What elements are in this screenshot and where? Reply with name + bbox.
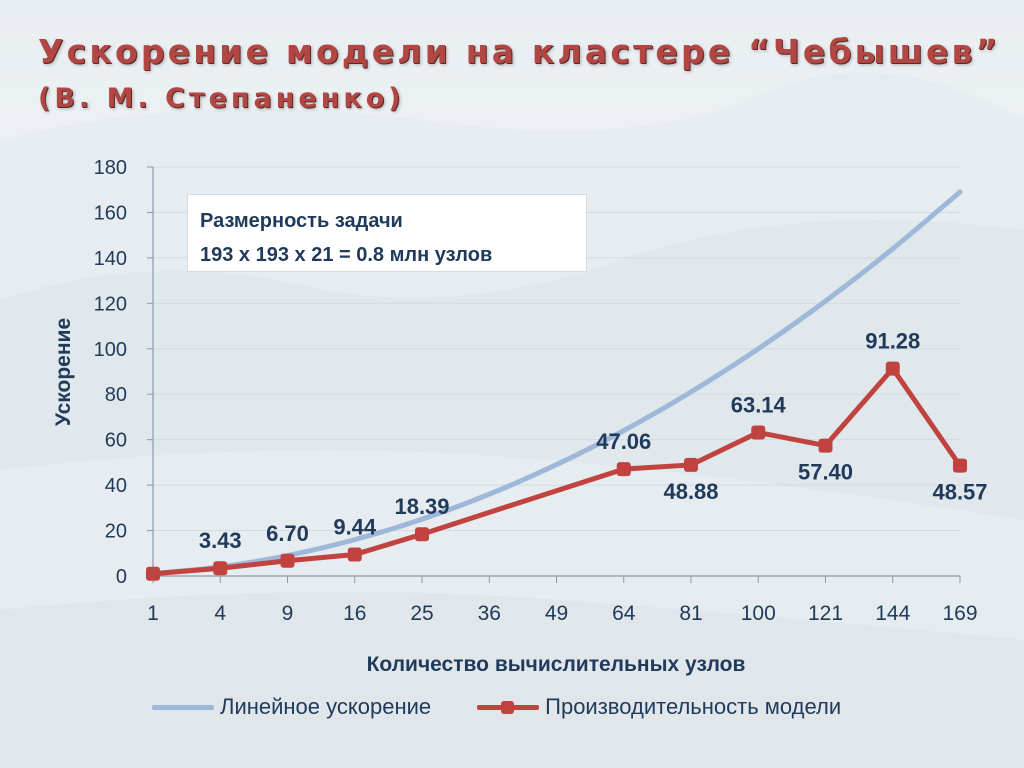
data-point-model bbox=[213, 561, 227, 575]
legend-swatch-model bbox=[477, 697, 539, 717]
x-tick-label: 9 bbox=[282, 602, 294, 625]
y-tick-label: 100 bbox=[94, 339, 127, 361]
data-label: 48.57 bbox=[932, 480, 987, 505]
data-point-model bbox=[415, 527, 429, 541]
x-tick-label: 169 bbox=[942, 602, 977, 625]
data-point-model bbox=[617, 462, 631, 476]
y-tick-label: 20 bbox=[105, 521, 127, 543]
data-label: 18.39 bbox=[394, 494, 449, 519]
x-tick-label: 144 bbox=[875, 602, 910, 625]
data-label: 63.14 bbox=[731, 393, 787, 418]
x-tick-label: 4 bbox=[214, 602, 226, 625]
x-tick-label: 16 bbox=[343, 602, 366, 625]
legend-label-linear: Линейное ускорение bbox=[220, 694, 431, 720]
data-point-model bbox=[684, 458, 698, 472]
x-tick-label: 121 bbox=[808, 602, 843, 625]
y-tick-label: 160 bbox=[94, 202, 127, 224]
x-tick-label: 64 bbox=[612, 602, 636, 625]
data-label: 9.44 bbox=[333, 515, 377, 540]
y-tick-label: 60 bbox=[105, 430, 127, 452]
data-label: 3.43 bbox=[199, 528, 242, 553]
y-tick-label: 180 bbox=[94, 157, 127, 179]
data-label: 47.06 bbox=[596, 429, 651, 454]
legend: Линейное ускорение Производительность мо… bbox=[152, 690, 841, 724]
annotation-line-2: 193 х 193 х 21 = 0.8 млн узлов bbox=[200, 238, 586, 272]
data-label: 57.40 bbox=[798, 460, 853, 485]
x-tick-label: 100 bbox=[741, 602, 776, 625]
y-tick-label: 140 bbox=[94, 248, 127, 270]
annotation-line-1: Размерность задачи bbox=[200, 204, 586, 238]
labels: 3.43 6.70 9.44 18.39 47.06 48.88 63.14 57.40 91.… bbox=[199, 329, 988, 554]
y-tick-label: 120 bbox=[94, 293, 127, 315]
x-axis-title: Количество вычислительных узлов bbox=[367, 653, 746, 677]
data-point-model bbox=[819, 439, 833, 453]
y-axis-title: Ускорение bbox=[52, 318, 76, 426]
y-tick-label: 40 bbox=[105, 475, 127, 497]
data-label: 91.28 bbox=[865, 329, 920, 354]
data-point-model bbox=[281, 554, 295, 568]
x-tick-label: 36 bbox=[478, 602, 501, 625]
data-label: 48.88 bbox=[663, 479, 718, 504]
legend-swatch-linear bbox=[152, 697, 214, 717]
legend-item-model: Производительность модели bbox=[477, 694, 841, 720]
data-label: 6.70 bbox=[266, 521, 309, 546]
data-point-model bbox=[348, 548, 362, 562]
data-point-model bbox=[751, 426, 765, 440]
x-tick-label: 81 bbox=[679, 602, 702, 625]
y-tick-label: 0 bbox=[116, 566, 127, 588]
x-tick-label: 49 bbox=[545, 602, 568, 625]
x-tick-label: 1 bbox=[147, 602, 159, 625]
data-point-model bbox=[146, 567, 160, 581]
data-point-model bbox=[886, 362, 900, 376]
legend-item-linear: Линейное ускорение bbox=[152, 694, 431, 720]
problem-size-annotation: Размерность задачи 193 х 193 х 21 = 0.8 … bbox=[187, 194, 587, 272]
legend-label-model: Производительность модели bbox=[545, 694, 841, 720]
data-point-model bbox=[953, 459, 967, 473]
x-tick-label: 25 bbox=[410, 602, 433, 625]
y-tick-label: 80 bbox=[105, 384, 127, 406]
